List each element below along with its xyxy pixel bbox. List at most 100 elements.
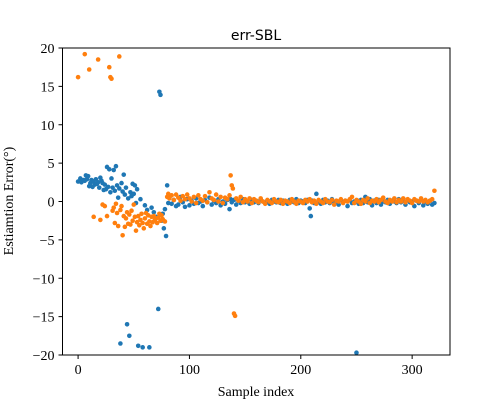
data-point	[191, 194, 197, 200]
axis-ticks-layer: 0 100 200 300 −20 −15 −10 −5 0 5 10 15 20	[33, 42, 423, 378]
data-point	[202, 193, 208, 199]
data-point	[109, 176, 114, 181]
y-tick-label: 15	[41, 80, 55, 95]
data-point	[204, 199, 210, 205]
data-point	[247, 196, 252, 201]
data-point	[213, 192, 219, 197]
data-point	[86, 67, 92, 72]
data-point	[106, 166, 112, 172]
data-point	[113, 163, 119, 169]
data-point	[98, 217, 103, 223]
data-point	[118, 207, 123, 213]
data-point	[122, 224, 128, 230]
data-point	[162, 206, 168, 212]
data-point	[169, 193, 174, 198]
data-point	[131, 191, 137, 197]
data-point	[142, 216, 148, 221]
data-point	[137, 222, 142, 228]
data-point	[365, 196, 370, 201]
y-tick-label: −5	[40, 234, 55, 249]
data-point	[149, 205, 154, 210]
data-point	[105, 184, 111, 190]
x-tick-label: 200	[290, 363, 311, 378]
data-point	[256, 199, 261, 205]
data-point	[125, 196, 131, 201]
data-point	[140, 220, 145, 226]
data-point	[119, 203, 124, 209]
x-tick-label: 300	[402, 363, 423, 378]
data-point	[238, 194, 243, 200]
data-point	[102, 182, 108, 187]
data-point	[349, 194, 355, 200]
y-tick-label: −10	[33, 272, 55, 287]
data-point	[429, 196, 435, 202]
y-tick-label: −20	[33, 349, 55, 364]
data-point	[278, 197, 284, 203]
x-tick-label: 0	[75, 363, 82, 378]
data-point	[127, 333, 132, 339]
data-point	[161, 226, 167, 231]
data-point	[127, 212, 132, 217]
data-point	[308, 213, 314, 219]
data-point	[227, 206, 232, 212]
data-point	[409, 200, 415, 206]
data-point	[193, 200, 199, 206]
series-1	[75, 89, 437, 356]
data-point	[139, 211, 144, 217]
data-point	[133, 228, 139, 233]
data-point	[115, 223, 121, 229]
data-point	[142, 203, 148, 208]
data-point	[380, 195, 386, 200]
data-point	[287, 200, 292, 206]
data-point	[184, 192, 190, 197]
y-tick-label: −15	[33, 311, 55, 326]
data-point	[109, 76, 114, 81]
data-point	[232, 313, 238, 319]
data-point	[132, 183, 138, 188]
data-point	[129, 208, 134, 214]
data-point	[112, 188, 118, 194]
data-point	[314, 201, 319, 207]
data-point	[209, 202, 215, 207]
y-axis-label: Estiamtion Error(°)	[2, 146, 17, 255]
data-point	[176, 202, 181, 207]
data-point	[82, 51, 88, 57]
data-point	[211, 197, 217, 203]
data-point	[115, 195, 121, 200]
data-point	[200, 198, 206, 204]
data-point	[262, 201, 268, 207]
data-point	[91, 214, 96, 220]
data-point	[162, 219, 168, 224]
data-point	[216, 199, 221, 204]
data-point	[102, 203, 108, 209]
y-tick-label: 5	[48, 157, 55, 172]
y-tick-label: 0	[48, 196, 55, 211]
x-tick-label: 100	[179, 363, 200, 378]
data-point	[155, 306, 161, 312]
data-point	[236, 198, 241, 204]
data-point	[123, 185, 129, 190]
data-point	[218, 194, 223, 200]
data-point	[124, 322, 130, 327]
data-point	[123, 216, 129, 221]
data-point	[220, 200, 226, 206]
data-point	[114, 210, 120, 216]
data-point	[225, 196, 230, 202]
data-point	[96, 185, 102, 190]
data-point	[189, 199, 194, 204]
data-point	[233, 202, 239, 207]
data-point	[111, 205, 117, 210]
data-point	[345, 203, 350, 209]
data-point	[420, 203, 426, 208]
data-point	[432, 200, 437, 206]
data-point	[128, 222, 133, 227]
data-point	[118, 341, 123, 346]
data-point	[228, 173, 233, 178]
data-point	[163, 233, 169, 239]
y-tick-label: 20	[41, 42, 55, 57]
data-point	[207, 189, 212, 195]
data-point	[358, 201, 364, 207]
data-point	[111, 167, 117, 173]
data-point	[138, 196, 143, 202]
